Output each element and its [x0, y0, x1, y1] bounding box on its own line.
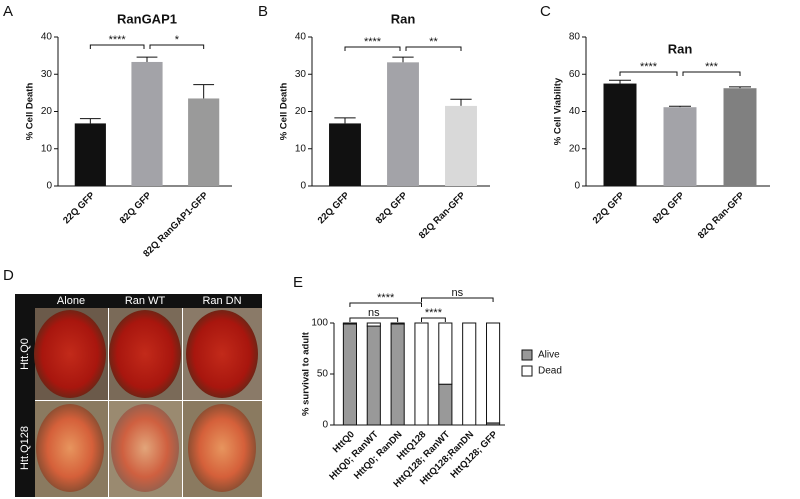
significance-bracket: [421, 317, 446, 322]
significance-label: ns: [368, 307, 380, 319]
bar: [74, 123, 106, 186]
significance-bracket: [405, 46, 462, 51]
y-tick-label: 10: [295, 143, 307, 154]
chart-title: Ran: [668, 41, 693, 56]
bar-segment: [486, 322, 501, 424]
eye: [36, 404, 104, 492]
chart-title: Ran: [391, 11, 416, 26]
column-label: Ran DN: [202, 295, 241, 307]
y-tick-label: 20: [569, 143, 581, 154]
y-tick-label: 30: [41, 69, 53, 80]
y-tick-label: 20: [295, 106, 307, 117]
row-strip: [15, 308, 35, 497]
significance-bracket: [619, 71, 678, 76]
significance-bracket: [421, 297, 494, 302]
significance-label: ****: [640, 61, 658, 73]
eye: [34, 310, 106, 398]
bar-segment: [414, 322, 429, 426]
eye: [111, 404, 179, 492]
x-tick-label: 82Q GFP: [651, 190, 688, 227]
significance-label: ****: [425, 307, 443, 319]
x-tick-label: 22Q GFP: [61, 190, 98, 227]
bar: [131, 61, 163, 186]
significance-bracket: [349, 302, 422, 307]
y-axis-label: % survival to adult: [301, 331, 312, 416]
image-panel: D Alone Ran WT Ran DN Htt.Q0 Htt.Q128: [3, 267, 262, 497]
y-tick-label: 10: [41, 143, 53, 154]
bar-segment: [366, 325, 381, 426]
y-axis-label: % Cell Death: [279, 83, 290, 141]
significance-bracket: [682, 71, 741, 76]
x-tick-label: 22Q GFP: [591, 190, 628, 227]
significance-label: ns: [451, 287, 463, 299]
bar: [445, 105, 477, 186]
bar-segment: [342, 323, 357, 426]
panel-letter: C: [540, 3, 551, 20]
significance-bracket: [89, 44, 145, 49]
row-label: Htt.Q0: [19, 338, 31, 370]
y-tick-label: 80: [569, 32, 581, 43]
significance-label: ****: [109, 34, 127, 46]
significance-bracket: [149, 44, 205, 49]
bar-segment: [390, 322, 405, 325]
x-tick-label: 82Q Ran-GFP: [696, 190, 748, 242]
y-tick-label: 0: [46, 181, 52, 192]
y-tick-label: 20: [41, 106, 53, 117]
y-tick-label: 100: [311, 318, 328, 329]
x-tick-label: 82Q GFP: [374, 190, 411, 227]
panel-letter: D: [3, 267, 14, 284]
bar-segment: [342, 322, 357, 325]
eye: [188, 404, 256, 492]
column-label: Alone: [57, 295, 85, 307]
panel-letter: A: [3, 3, 13, 20]
significance-bracket: [349, 317, 399, 322]
eye: [109, 310, 181, 398]
row-label: Htt.Q128: [19, 426, 31, 470]
header-strip: [15, 294, 262, 308]
x-tick-label: 82Q RanGAP1-GFP: [141, 190, 211, 260]
y-tick-label: 30: [295, 69, 307, 80]
bar: [387, 62, 419, 186]
bar: [723, 88, 757, 186]
bar: [188, 98, 220, 186]
significance-label: *: [175, 34, 180, 46]
chart-title: RanGAP1: [117, 11, 177, 26]
bar-segment: [438, 322, 453, 385]
y-tick-label: 0: [322, 420, 328, 431]
y-tick-label: 0: [574, 181, 580, 192]
y-tick-label: 50: [317, 369, 329, 380]
y-tick-label: 60: [569, 69, 581, 80]
y-tick-label: 0: [300, 181, 306, 192]
significance-label: ***: [705, 61, 719, 73]
bar-segment: [390, 323, 405, 426]
column-label: Ran WT: [125, 295, 166, 307]
eye: [186, 310, 258, 398]
x-tick-label: 22Q GFP: [316, 190, 353, 227]
legend-label: Alive: [538, 350, 560, 361]
bar-segment: [366, 322, 381, 327]
legend-label: Dead: [538, 366, 562, 377]
y-axis-label: % Cell Viability: [553, 77, 564, 145]
legend-swatch: [521, 365, 533, 377]
y-tick-label: 40: [295, 32, 307, 43]
x-tick-label: 82Q Ran-GFP: [417, 190, 469, 242]
x-tick-label: 82Q GFP: [118, 190, 155, 227]
significance-label: **: [429, 36, 438, 48]
significance-label: ****: [377, 292, 395, 304]
y-tick-label: 40: [41, 32, 53, 43]
bar: [329, 123, 361, 186]
bar-segment: [438, 383, 453, 426]
y-tick-label: 40: [569, 106, 581, 117]
y-axis-label: % Cell Death: [25, 83, 36, 141]
significance-label: ****: [364, 36, 382, 48]
bar: [663, 107, 697, 186]
panel-letter: B: [258, 3, 268, 20]
significance-bracket: [344, 46, 401, 51]
bar-segment: [462, 322, 477, 426]
legend-swatch: [521, 349, 533, 361]
panel-letter: E: [293, 274, 303, 291]
bar: [603, 83, 637, 186]
